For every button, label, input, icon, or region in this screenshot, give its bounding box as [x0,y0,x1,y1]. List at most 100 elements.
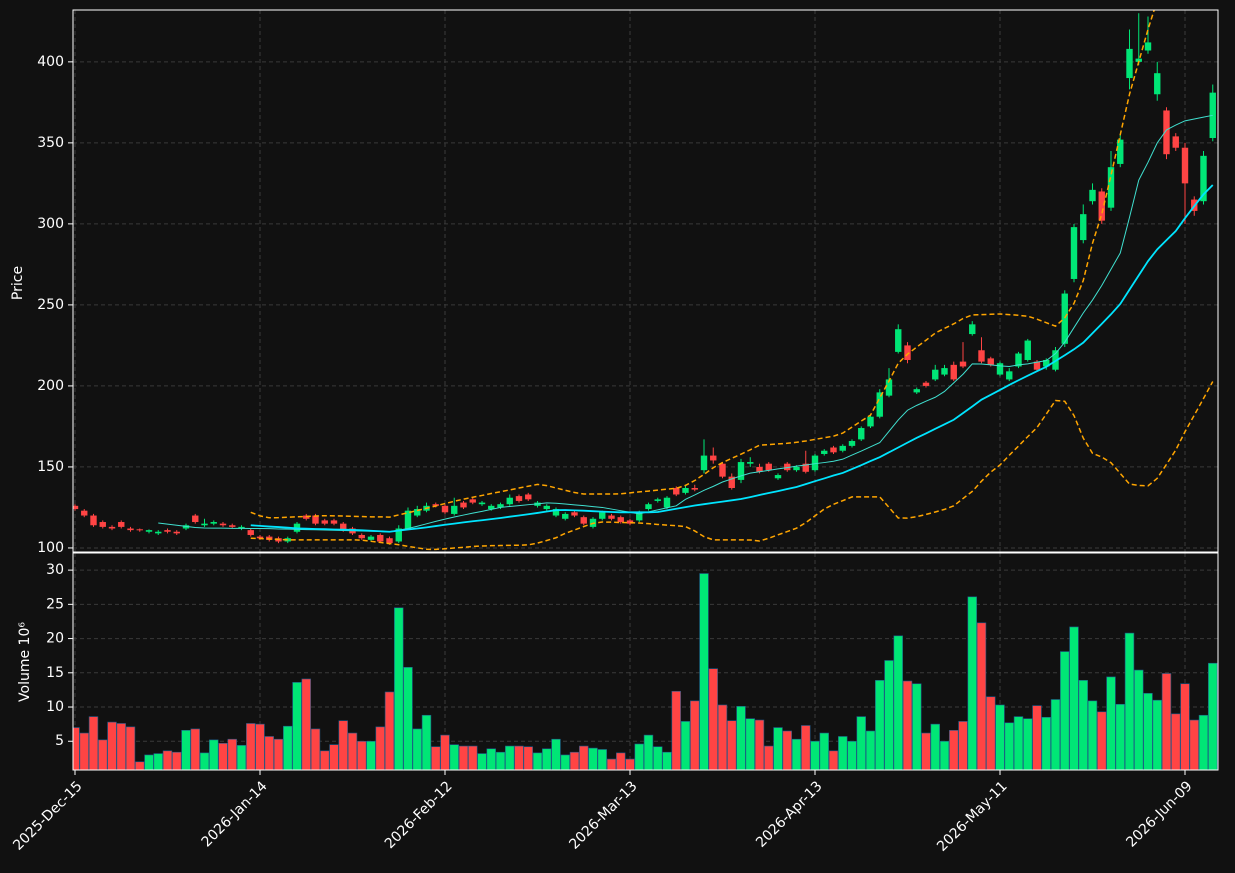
candle-body [1043,359,1050,367]
candle-body [858,428,865,440]
candle-body [830,447,837,453]
volume-bar [680,721,691,770]
volume-bar [1013,716,1024,770]
volume-bar [967,596,977,770]
candle-body [784,463,791,471]
volume-bar [801,725,811,770]
volume-bar [1078,680,1088,770]
candle-body [562,513,569,519]
volume-bar [135,761,145,770]
volume-bar [209,739,219,770]
volume-bar [153,753,163,770]
volume-bar [236,745,247,770]
volume-bar [273,738,284,770]
volume-bar [569,751,580,770]
candle-body [367,536,375,540]
volume-bar [107,721,117,770]
candle-body [451,505,458,514]
candle-body [1200,155,1207,202]
volume-bar [986,696,996,770]
volume-bar [218,743,228,770]
volume-bar [828,750,839,770]
volume-bar [699,573,709,770]
volume-bar [995,704,1005,770]
volume-bar [754,719,765,770]
indicator-line [158,114,1213,533]
y-tick-label: 200 [37,378,64,394]
candle-body [525,494,532,500]
volume-bar [736,706,746,770]
volume-bar [523,746,533,770]
candle-body [756,466,763,472]
candle-body [238,526,245,529]
price-grid [73,10,1218,552]
candle-body [460,502,467,508]
candle-body [497,504,504,508]
volume-bar [856,716,866,770]
y-tick-label: 10 [46,699,64,715]
volume-bar [1161,673,1172,770]
volume-bar [643,734,654,770]
candle-body [1181,147,1189,184]
volume-bar [838,736,848,770]
volume-bar [847,740,857,770]
candle-body [691,487,698,490]
candle-body [210,522,217,524]
candle-body [247,530,254,535]
volume-bar [412,728,422,770]
volume-bar [1060,651,1070,770]
volume-bar [893,635,903,770]
volume-bar [1198,714,1209,770]
x-tick-label: 2026-Mar-13 [566,778,640,852]
y-tick-label: 400 [37,54,64,70]
volume-bar [320,750,330,770]
volume-bar [1124,632,1135,770]
x-tick-label: 2025-Dec-15 [10,778,85,853]
candle-body [256,536,264,539]
y-tick-label: 25 [46,596,64,612]
candle-body [155,531,162,534]
volume-bar [1171,713,1181,770]
candle-body [266,536,273,540]
candle-body [895,329,902,352]
volume-bar [125,726,136,770]
volume-bar [782,730,792,770]
volume-bar [1189,719,1199,770]
volume-plot [73,573,1218,770]
candle-body [571,512,578,516]
candle-body [1070,227,1078,279]
volume-bar [921,732,931,770]
volume-bar [616,752,626,770]
volume-bar [551,738,561,770]
volume-bar [458,745,469,770]
volume-bar [884,660,894,770]
volume-bar [1152,699,1162,770]
indicator-line [250,381,1214,551]
volume-bar [190,728,200,770]
volume-bar [1032,705,1042,770]
candle-body [1172,136,1179,148]
candle-body [488,505,495,510]
candle-body [710,455,717,461]
volume-bar [421,714,432,770]
volume-bar [745,718,755,770]
price-plot [73,10,1216,551]
candle-body [1144,42,1152,51]
y-tick-label: 250 [37,297,64,313]
candle-body [839,445,846,451]
volume-bar [930,723,940,770]
candle-body [654,499,661,501]
candle-body [1163,110,1170,155]
y-tick-label: 100 [37,540,64,556]
candle-body [321,520,328,524]
volume-bar [366,740,376,770]
candle-body [802,463,809,472]
candle-body [414,509,421,516]
volume-bar [292,682,302,770]
candle-body [663,497,671,508]
candle-body [330,520,338,524]
volume-bar [727,720,737,770]
volume-bar [939,740,950,770]
candle-body [192,515,199,523]
candle-body [673,487,680,495]
